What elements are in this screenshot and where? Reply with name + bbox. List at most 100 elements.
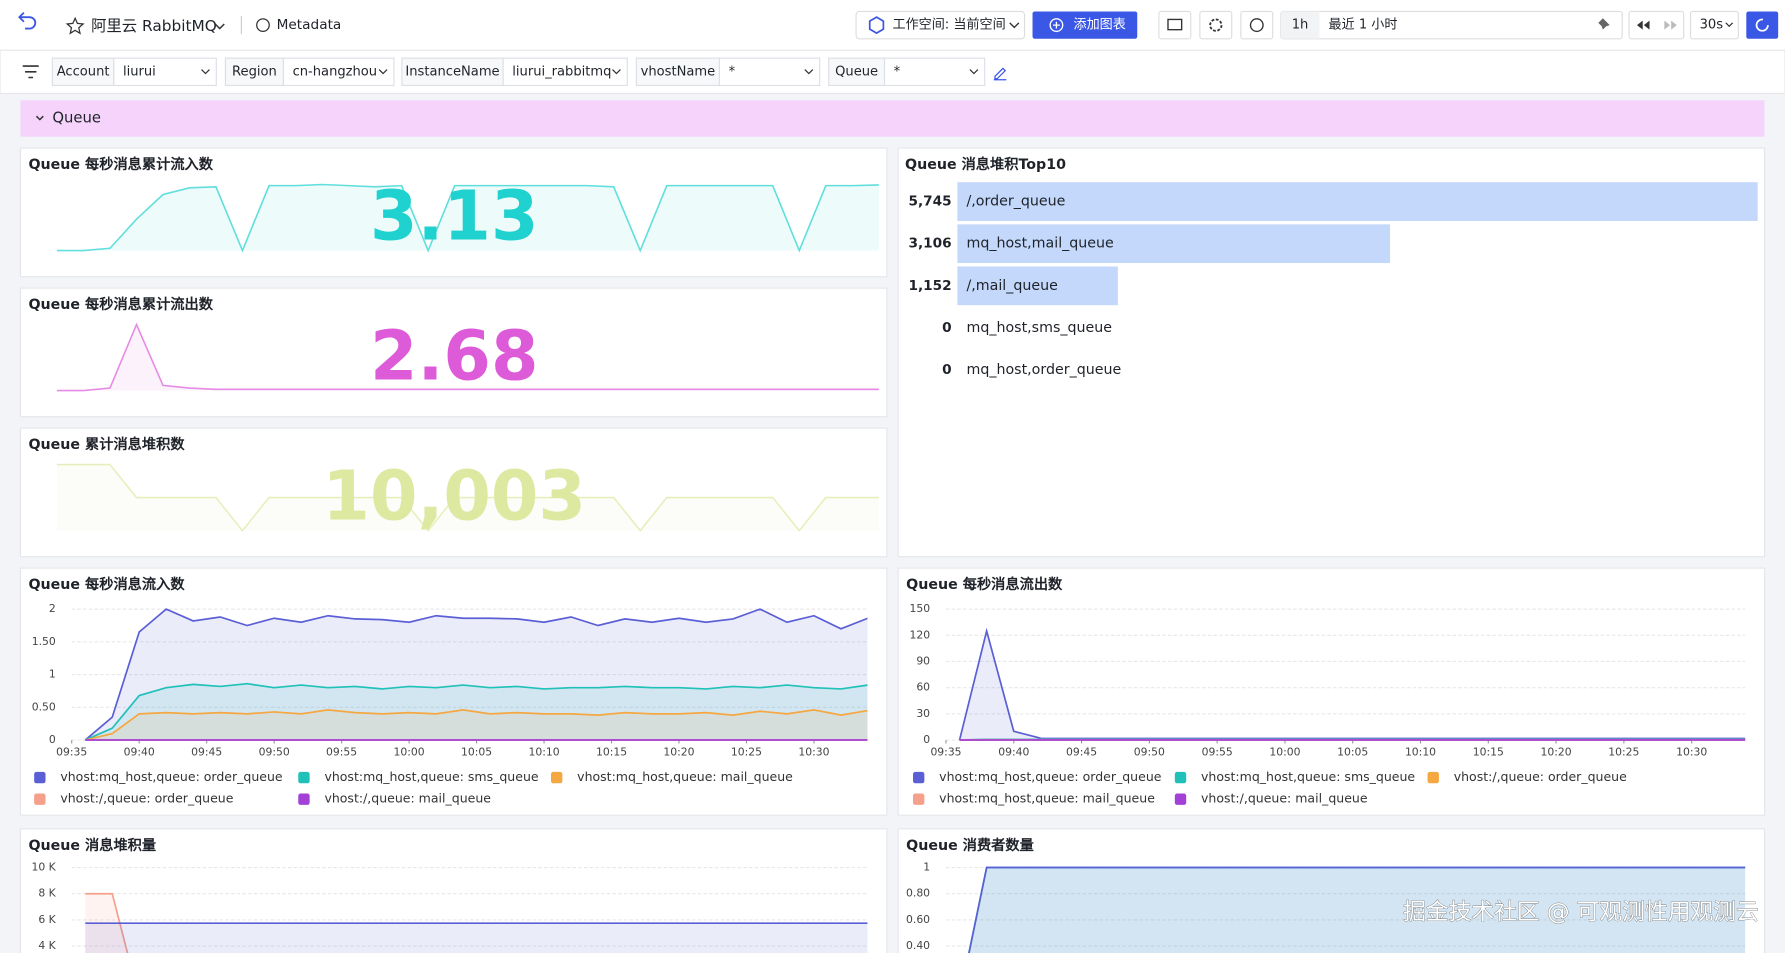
filter-value: cn-hangzhou <box>293 64 378 79</box>
workspace-icon <box>868 16 885 35</box>
filter-label-box <box>224 57 285 87</box>
legend-label[interactable]: vhost:/,queue: order_queue <box>1454 769 1627 784</box>
x-tick-label: 10:25 <box>731 746 762 759</box>
x-tick-label: 09:55 <box>326 746 357 759</box>
filters: Account liurui Region cn-hangzhou InstanceNa… <box>51 57 986 87</box>
legend-label[interactable]: vhost:/,queue: mail_queue <box>1201 791 1368 806</box>
chevron <box>1009 22 1020 29</box>
bar-label: mq_host,mail_queue <box>966 236 1113 252</box>
panel <box>19 147 888 278</box>
refresh-icon <box>1755 18 1769 32</box>
series-area <box>85 609 868 741</box>
plus-icon <box>1053 21 1060 29</box>
x-tick-label: 09:55 <box>1202 746 1233 759</box>
bar-label: /,mail_queue <box>966 278 1057 294</box>
legend-label[interactable]: vhost:mq_host,queue: order_queue <box>60 769 283 784</box>
legend-swatch[interactable] <box>34 771 46 784</box>
panel <box>19 427 888 558</box>
panel-title: Queue 每秒消息流入数 <box>28 575 185 593</box>
filter-select[interactable] <box>883 57 986 87</box>
settings-button[interactable] <box>1199 10 1233 40</box>
legend-label[interactable]: vhost:mq_host,queue: sms_queue <box>1201 769 1415 784</box>
legend-swatch[interactable] <box>912 793 925 805</box>
filter-value: * <box>729 64 736 79</box>
panel-title: Queue 消息堆积Top10 <box>905 155 1066 173</box>
panel-title: Queue 累计消息堆积数 <box>28 435 185 453</box>
legend-label[interactable]: vhost:mq_host,queue: order_queue <box>939 769 1162 784</box>
time-short: 1h <box>1292 18 1309 33</box>
y-tick-label: 30 <box>916 707 930 720</box>
y-tick-label: 8 K <box>38 887 56 900</box>
series-group <box>85 892 868 953</box>
metadata-link[interactable]: Metadata <box>277 17 342 33</box>
x-tick-label: 09:35 <box>56 746 87 759</box>
x-tick-label: 10:20 <box>1541 746 1572 759</box>
section-bar[interactable] <box>20 100 1765 137</box>
history-button[interactable] <box>1240 10 1274 40</box>
filter-label-box <box>51 57 115 87</box>
chevron <box>378 69 388 75</box>
series-area <box>968 867 1746 953</box>
x-tick-label: 09:50 <box>1134 746 1165 759</box>
refresh-button[interactable] <box>1746 11 1779 39</box>
time-short-box <box>1280 11 1320 39</box>
bar-value: 5,745 <box>908 194 951 210</box>
series-group <box>84 608 868 741</box>
sparkline <box>56 463 879 532</box>
legend-label[interactable]: vhost:mq_host,queue: sms_queue <box>324 769 538 784</box>
edit-icon[interactable] <box>993 67 1007 81</box>
x-tick-label: 09:40 <box>998 746 1029 759</box>
legend-swatch[interactable] <box>298 771 310 784</box>
legend-swatch[interactable] <box>912 771 925 784</box>
legend-label[interactable]: vhost:/,queue: mail_queue <box>324 791 491 806</box>
chevron[interactable] <box>214 23 225 30</box>
x-tick-label: 10:15 <box>596 746 627 759</box>
series-group <box>968 866 1746 953</box>
panel-title: Queue 每秒消息累计流入数 <box>28 155 213 173</box>
bar <box>957 182 1758 221</box>
star-icon[interactable] <box>65 16 85 35</box>
x-tick-label: 10:30 <box>1676 746 1707 759</box>
step-buttons[interactable] <box>1628 10 1685 40</box>
add-chart-button[interactable] <box>1032 11 1138 39</box>
filter-label: vhostName <box>641 64 716 79</box>
y-tick-label: 120 <box>909 628 930 641</box>
y-tick-label: 2 <box>49 602 56 615</box>
filter-label: Queue <box>835 64 878 79</box>
tv-button[interactable] <box>1158 10 1192 40</box>
workspace-select[interactable] <box>855 10 1026 40</box>
filter-select[interactable] <box>718 57 821 87</box>
time-range-label: 最近 1 小时 <box>1329 17 1398 33</box>
y-tick-label: 150 <box>909 602 930 615</box>
x-tick-label: 09:45 <box>1066 746 1097 759</box>
panel-title: Queue 消息堆积量 <box>28 836 156 854</box>
x-tick-label: 10:10 <box>528 746 559 759</box>
x-tick-label: 10:15 <box>1473 746 1504 759</box>
bar-value: 1,152 <box>908 278 951 294</box>
legend-swatch[interactable] <box>298 793 310 805</box>
legend-swatch[interactable] <box>1174 771 1187 784</box>
filter-select[interactable] <box>502 57 628 87</box>
series-line <box>85 709 868 741</box>
legend-label[interactable]: vhost:/,queue: order_queue <box>60 791 233 806</box>
plus-icon <box>1049 18 1064 33</box>
workspace-label: 工作空间: 当前空间 <box>893 16 1006 33</box>
back-icon[interactable] <box>18 11 37 30</box>
refresh-interval-label: 30s <box>1700 18 1724 33</box>
legend-label[interactable]: vhost:mq_host,queue: mail_queue <box>939 791 1155 806</box>
legend-swatch[interactable] <box>550 771 563 784</box>
pin-icon[interactable] <box>1598 18 1610 30</box>
legend-swatch[interactable] <box>1427 771 1439 784</box>
forward-icon <box>1664 20 1677 30</box>
legend-swatch[interactable] <box>34 793 46 805</box>
filter-select[interactable] <box>113 57 217 87</box>
x-tick-label: 10:00 <box>394 746 425 759</box>
y-tick-label: 1.50 <box>32 635 56 648</box>
legend-label[interactable]: vhost:mq_host,queue: mail_queue <box>577 769 793 784</box>
refresh-interval[interactable] <box>1689 10 1739 40</box>
y-tick-label: 1 <box>49 668 56 681</box>
rewind-icon[interactable] <box>1637 20 1650 30</box>
filter-select[interactable] <box>282 57 395 87</box>
legend-swatch[interactable] <box>1174 793 1187 805</box>
